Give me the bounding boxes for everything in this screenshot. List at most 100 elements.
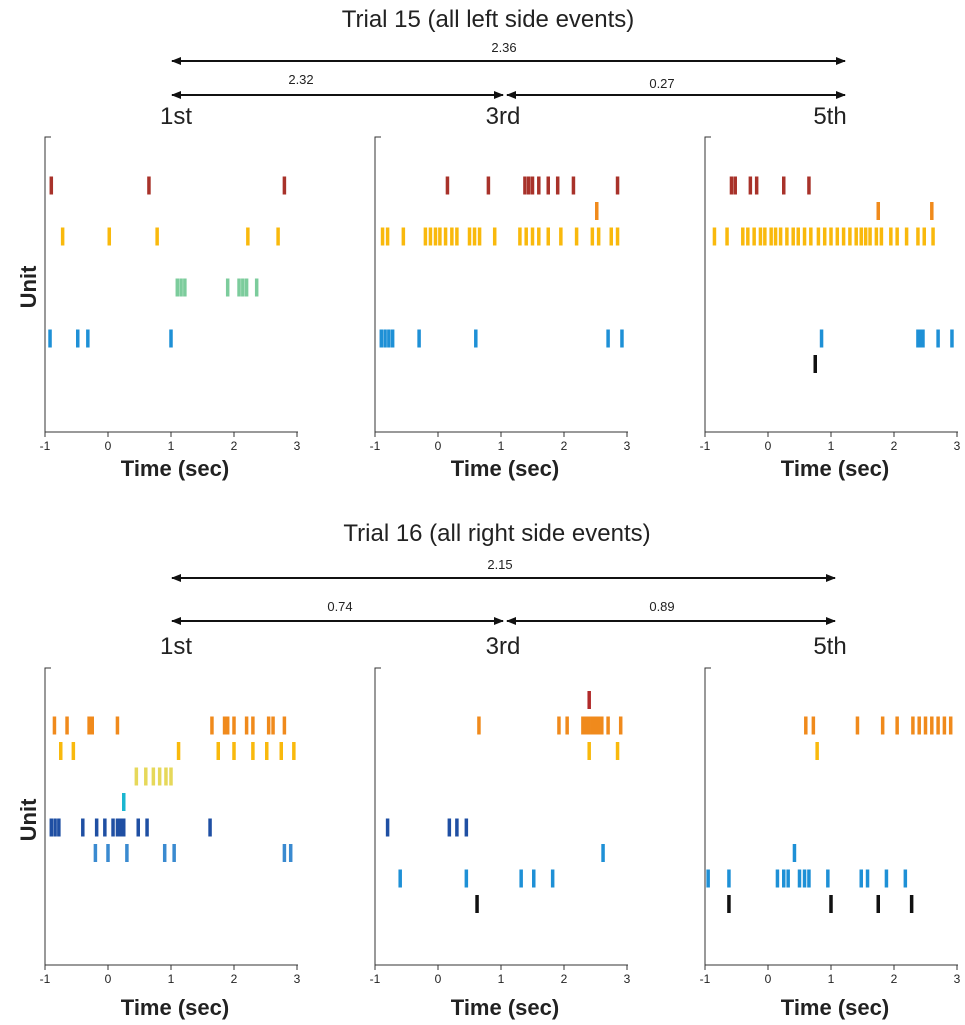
spike-mark: [251, 742, 255, 760]
spike-mark: [265, 742, 269, 760]
spike-mark: [874, 227, 879, 246]
spike-mark: [942, 716, 947, 735]
trial-16-panel-1: -1 0 1 2 3 Time (sec): [40, 667, 301, 1020]
spike-mark: [785, 227, 789, 246]
spike-mark: [950, 329, 954, 348]
spike-mark: [809, 227, 813, 246]
trial-15-interval-label-1st-3rd: 2.32: [288, 72, 313, 87]
trial-15-panel-1: -1 0 1 2 3 Time (sec): [40, 136, 301, 481]
spike-mark: [134, 767, 139, 786]
spike-mark: [822, 227, 827, 246]
spike-mark: [581, 716, 585, 735]
trial-16-panel-3: -1 0 1 2 3 Time (sec): [700, 667, 961, 1020]
spike-mark: [464, 869, 469, 888]
spike-mark: [854, 227, 858, 246]
spike-mark: [587, 716, 591, 735]
spike-mark: [175, 278, 180, 297]
spike-mark: [48, 329, 52, 348]
x-tick-label: 1: [828, 972, 835, 986]
trial-15-event-label-3rd: 3rd: [486, 103, 521, 130]
x-tick-label: -1: [370, 972, 381, 986]
spike-mark: [276, 227, 280, 246]
x-tick-label: 3: [624, 972, 631, 986]
spike-mark: [475, 895, 479, 913]
spike-mark: [423, 227, 428, 246]
spike-mark: [931, 227, 935, 246]
spike-mark: [859, 869, 863, 888]
spike-mark: [57, 818, 61, 837]
panel-axes: [374, 667, 628, 966]
spike-mark: [918, 329, 923, 348]
spike-mark: [111, 818, 115, 837]
spike-mark: [565, 716, 569, 735]
spike-mark: [172, 844, 176, 862]
spike-mark: [145, 818, 149, 837]
spike-mark: [792, 844, 797, 862]
x-axis-label: Time (sec): [451, 456, 559, 481]
spike-mark: [865, 869, 870, 888]
spike-mark: [930, 716, 934, 735]
spike-mark: [884, 869, 889, 888]
spike-mark: [754, 176, 759, 195]
trial-15-panel-3: -1 0 1 2 3 Time (sec): [700, 136, 961, 481]
spike-mark: [115, 716, 120, 735]
spike-mark: [813, 355, 817, 373]
spike-mark: [859, 227, 863, 246]
trial-16-panel-2: -1 0 1 2 3 Time (sec): [370, 667, 631, 1020]
spike-mark: [584, 716, 588, 735]
spike-mark: [916, 329, 920, 348]
spike-mark: [472, 227, 477, 246]
spike-mark: [595, 202, 599, 220]
spike-mark: [455, 818, 459, 837]
spike-mark: [379, 329, 384, 348]
spike-mark: [179, 278, 183, 297]
x-tick-label: 2: [891, 972, 898, 986]
spike-mark: [835, 227, 840, 246]
panel-axes: [704, 136, 958, 433]
spike-mark: [917, 716, 921, 735]
spike-mark: [93, 844, 98, 862]
spike-mark: [733, 176, 737, 195]
spike-mark: [615, 176, 620, 195]
spike-mark: [492, 227, 497, 246]
x-axis-label: Time (sec): [121, 995, 229, 1020]
x-tick-label: 2: [561, 439, 568, 453]
spike-mark: [829, 227, 833, 246]
spike-mark: [895, 227, 899, 246]
spike-mark: [725, 227, 729, 246]
spike-mark: [225, 278, 230, 297]
x-tick-label: -1: [700, 972, 711, 986]
spike-mark: [876, 202, 880, 220]
x-tick-label: -1: [700, 439, 711, 453]
x-tick-label: 0: [765, 972, 772, 986]
spike-mark: [216, 742, 220, 760]
spike-mark: [752, 227, 756, 246]
spike-mark: [559, 227, 563, 246]
spike-mark: [279, 742, 283, 760]
spike-mark: [802, 869, 807, 888]
spike-mark: [81, 818, 85, 837]
trial-15-panels: -1 0 1 2 3 Time (sec) -1 0 1 2 3 Time (sec) -1 0 1 2 3 Ti…: [40, 136, 961, 481]
spike-mark: [244, 278, 249, 297]
spike-mark: [807, 176, 811, 195]
spike-mark: [782, 869, 786, 888]
spike-mark: [49, 176, 54, 195]
spike-mark: [606, 716, 610, 735]
x-tick-label: 2: [891, 439, 898, 453]
spike-mark: [922, 227, 926, 246]
x-tick-label: 3: [294, 972, 301, 986]
spike-mark: [523, 176, 527, 195]
spike-mark: [59, 742, 63, 760]
spike-mark: [727, 895, 731, 913]
spike-mark: [433, 227, 438, 246]
spike-mark: [443, 227, 448, 246]
spike-mark: [727, 869, 731, 888]
x-tick-label: 1: [498, 972, 505, 986]
spike-mark: [445, 176, 450, 195]
trial-16-event-label-3rd: 3rd: [486, 633, 521, 660]
spike-mark: [930, 202, 934, 220]
spike-mark: [52, 716, 57, 735]
spike-mark: [904, 227, 909, 246]
spike-mark: [467, 227, 472, 246]
trial-16-interval-label-1st-5th: 2.15: [487, 557, 512, 572]
